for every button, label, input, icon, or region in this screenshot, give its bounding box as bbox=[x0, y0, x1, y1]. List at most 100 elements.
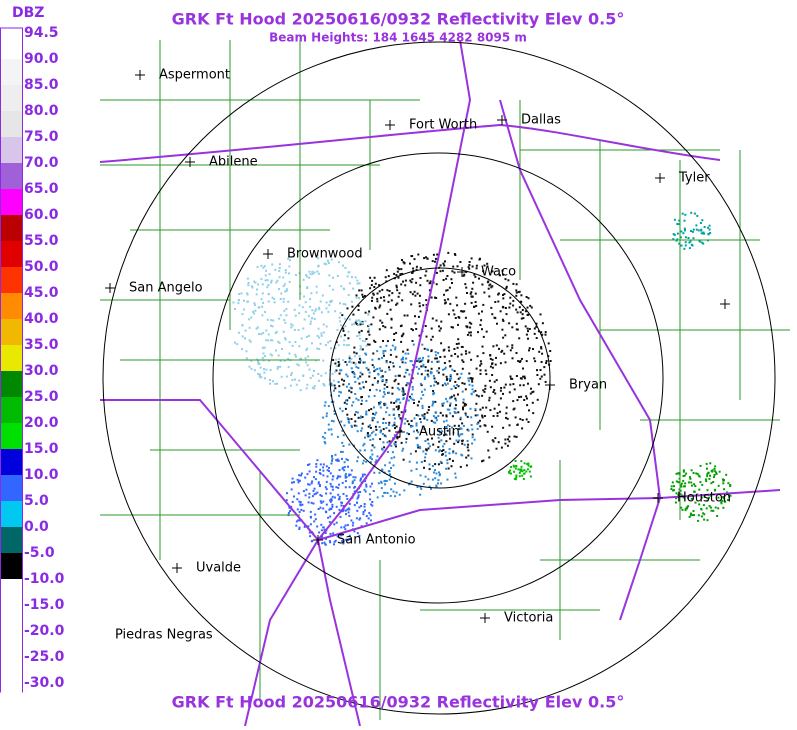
echo-pixel bbox=[475, 367, 478, 370]
echo-pixel bbox=[370, 323, 373, 326]
echo-pixel bbox=[388, 478, 391, 481]
echo-pixel bbox=[332, 475, 335, 478]
echo-pixel bbox=[530, 306, 533, 309]
echo-pixel bbox=[343, 461, 346, 464]
echo-pixel bbox=[328, 470, 330, 472]
echo-pixel bbox=[441, 430, 444, 433]
echo-pixel bbox=[328, 466, 330, 469]
echo-pixel bbox=[393, 272, 396, 275]
city-label: San Antonio bbox=[337, 533, 416, 548]
echo-pixel bbox=[502, 294, 504, 296]
echo-pixel bbox=[401, 390, 404, 393]
echo-pixel bbox=[369, 457, 372, 460]
echo-pixel bbox=[420, 360, 423, 363]
echo-pixel bbox=[684, 241, 687, 244]
echo-pixel bbox=[356, 411, 359, 414]
echo-pixel bbox=[526, 306, 529, 309]
echo-pixel bbox=[290, 323, 293, 326]
echo-pixel bbox=[500, 387, 503, 389]
echo-pixel bbox=[354, 420, 357, 423]
echo-pixel bbox=[303, 318, 306, 321]
echo-pixel bbox=[526, 404, 529, 407]
echo-pixel bbox=[450, 465, 453, 468]
echo-pixel bbox=[290, 488, 293, 491]
echo-pixel bbox=[722, 506, 725, 509]
echo-pixel bbox=[533, 327, 536, 330]
echo-pixel bbox=[411, 388, 414, 391]
echo-pixel bbox=[518, 306, 521, 309]
echo-pixel bbox=[376, 350, 379, 353]
echo-pixel bbox=[524, 310, 527, 313]
echo-pixel bbox=[491, 358, 494, 361]
echo-pixel bbox=[462, 424, 465, 427]
echo-pixel bbox=[308, 368, 311, 371]
echo-pixel bbox=[426, 348, 429, 351]
echo-pixel bbox=[279, 314, 282, 317]
echo-pixel bbox=[411, 386, 414, 388]
echo-pixel bbox=[452, 459, 454, 462]
echo-pixel bbox=[512, 299, 515, 302]
echo-pixel bbox=[289, 510, 292, 512]
echo-pixel bbox=[365, 460, 368, 463]
echo-pixel bbox=[441, 404, 444, 407]
echo-pixel bbox=[448, 349, 451, 352]
echo-pixel bbox=[324, 401, 327, 404]
echo-pixel bbox=[290, 372, 293, 375]
echo-pixel bbox=[341, 457, 343, 460]
echo-pixel bbox=[519, 469, 522, 472]
echo-pixel bbox=[373, 276, 376, 279]
echo-pixel bbox=[373, 471, 376, 474]
echo-pixel bbox=[435, 484, 438, 487]
echo-pixel bbox=[352, 476, 355, 479]
echo-pixel bbox=[418, 334, 421, 337]
echo-pixel bbox=[381, 379, 384, 382]
echo-pixel bbox=[461, 442, 464, 445]
echo-pixel bbox=[358, 334, 361, 337]
echo-pixel bbox=[332, 420, 335, 423]
echo-pixel bbox=[467, 377, 470, 380]
city-marker bbox=[185, 157, 195, 167]
echo-pixel bbox=[371, 299, 373, 302]
echo-pixel bbox=[433, 380, 436, 383]
echo-pixel bbox=[511, 326, 514, 329]
legend-swatch bbox=[1, 293, 22, 319]
footer-title: GRK Ft Hood 20250616/0932 Reflectivity E… bbox=[172, 693, 625, 712]
echo-pixel bbox=[383, 480, 386, 483]
echo-pixel bbox=[481, 283, 484, 286]
echo-pixel bbox=[465, 352, 468, 355]
echo-pixel bbox=[406, 420, 409, 423]
echo-pixel bbox=[351, 482, 354, 485]
echo-pixel bbox=[513, 477, 516, 480]
echo-pixel bbox=[347, 294, 350, 297]
echo-pixel bbox=[375, 459, 378, 462]
echo-pixel bbox=[368, 324, 371, 327]
echo-pixel bbox=[408, 460, 411, 463]
echo-pixel bbox=[278, 263, 281, 266]
echo-pixel bbox=[434, 449, 437, 452]
echo-pixel bbox=[529, 392, 532, 395]
echo-pixel bbox=[300, 472, 303, 475]
echo-pixel bbox=[248, 326, 251, 329]
echo-pixel bbox=[502, 426, 505, 429]
echo-pixel bbox=[677, 472, 680, 475]
echo-pixel bbox=[507, 438, 509, 441]
echo-pixel bbox=[316, 347, 319, 350]
echo-pixel bbox=[398, 398, 401, 401]
echo-pixel bbox=[346, 307, 349, 310]
echo-pixel bbox=[504, 334, 507, 337]
echo-pixel bbox=[531, 391, 534, 394]
echo-pixel bbox=[380, 481, 383, 484]
echo-pixel bbox=[314, 309, 317, 312]
echo-pixel bbox=[696, 493, 699, 496]
echo-pixel bbox=[692, 472, 695, 474]
echo-pixel bbox=[302, 509, 305, 512]
echo-pixel bbox=[342, 359, 345, 362]
echo-pixel bbox=[284, 290, 287, 293]
echo-pixel bbox=[388, 290, 391, 292]
echo-pixel bbox=[671, 481, 674, 484]
echo-pixel bbox=[452, 450, 455, 453]
echo-pixel bbox=[698, 239, 701, 242]
echo-pixel bbox=[343, 343, 345, 346]
echo-pixel bbox=[677, 223, 680, 226]
echo-pixel bbox=[311, 495, 314, 498]
